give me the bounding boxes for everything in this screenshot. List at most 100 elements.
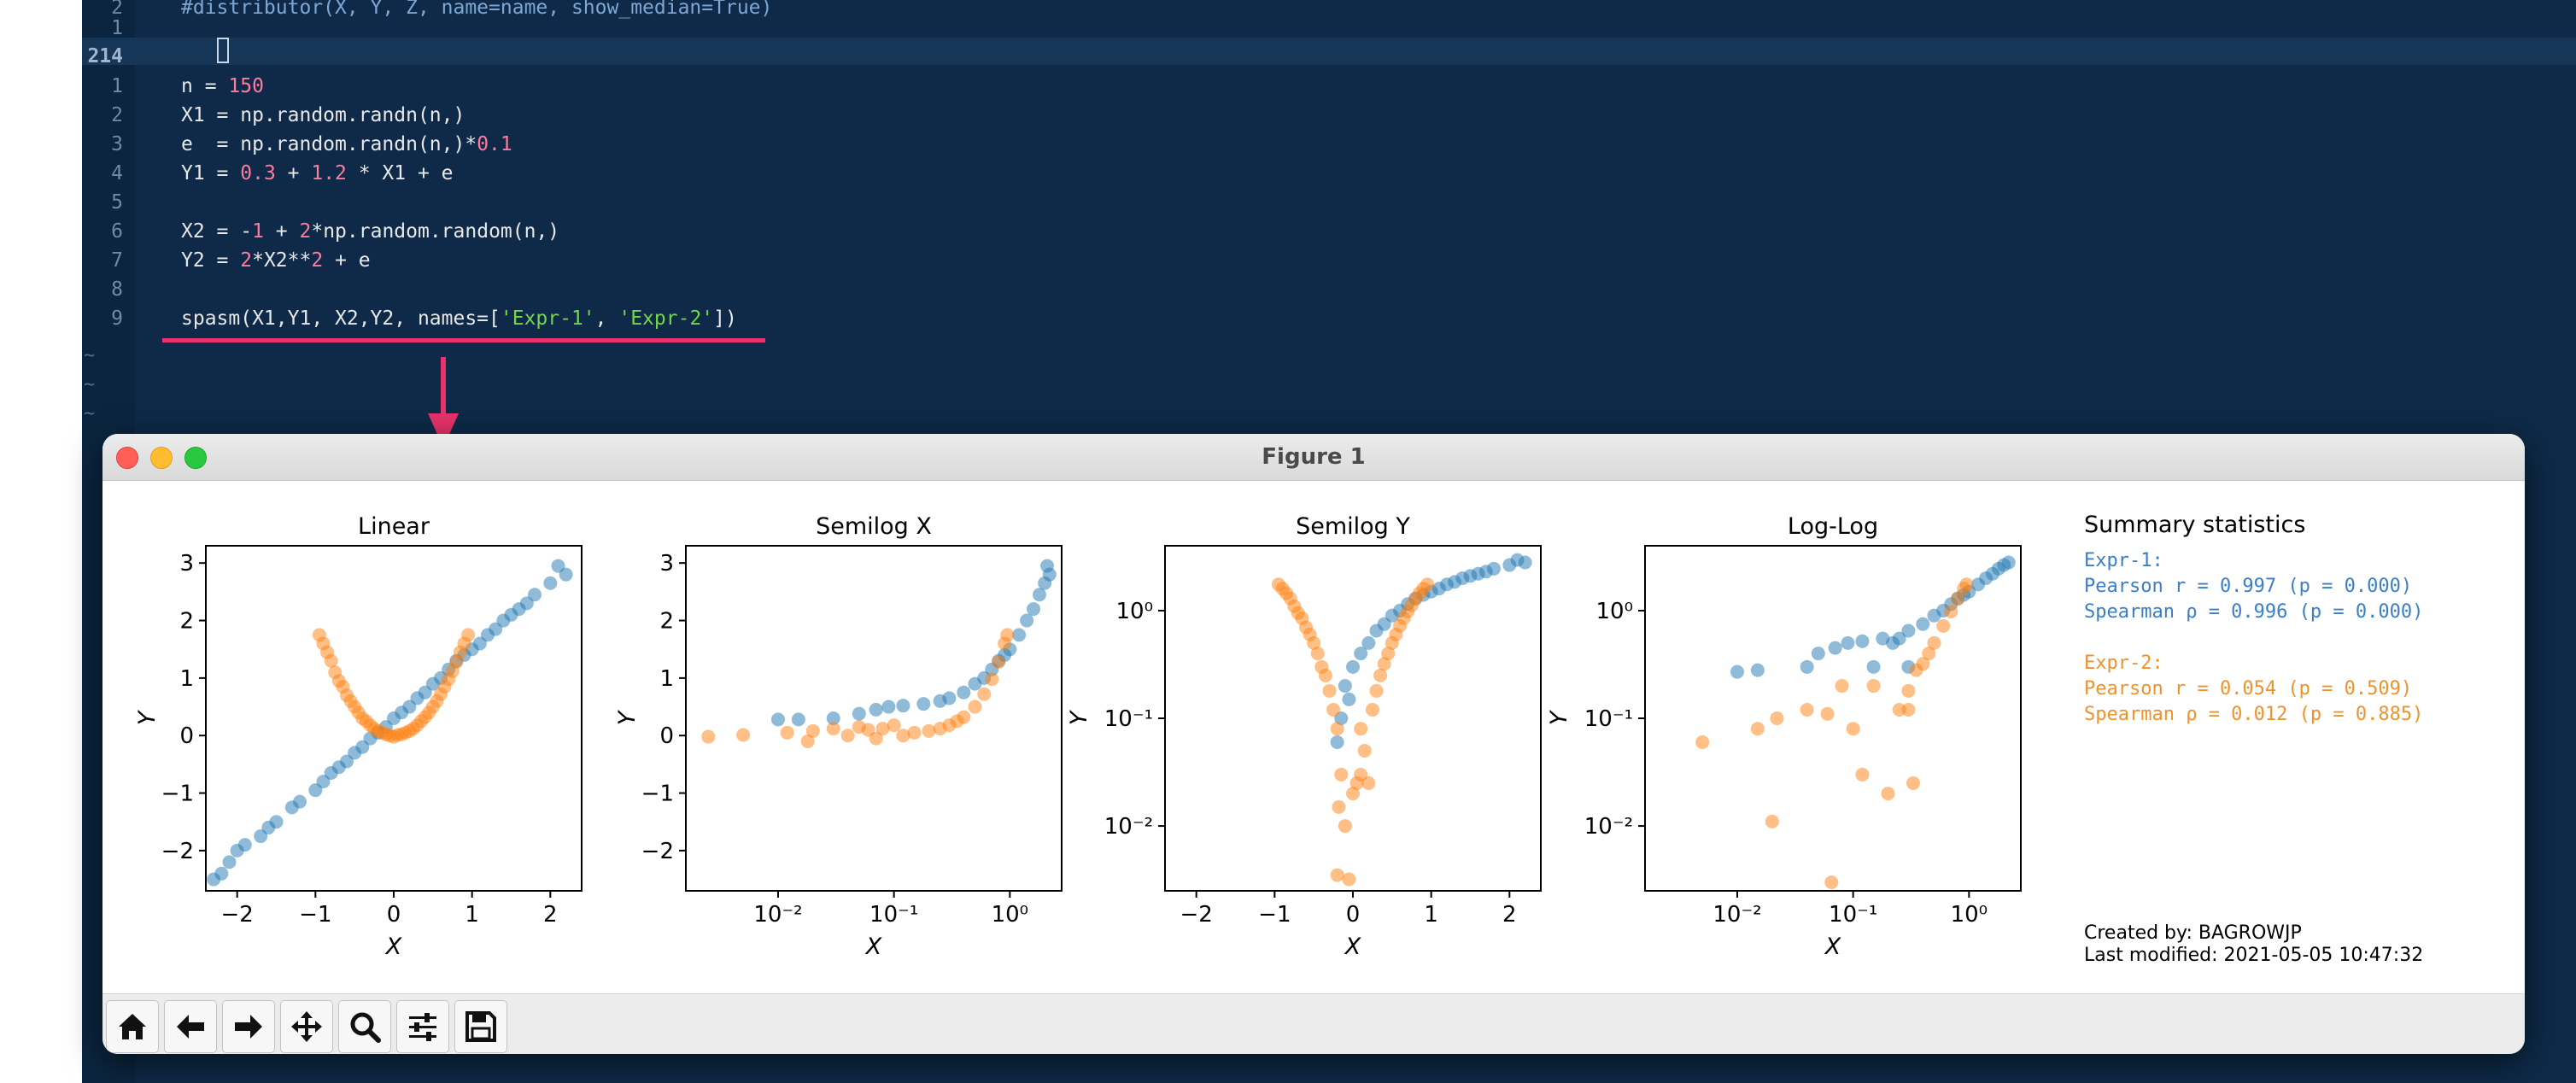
scatter-point-series-2 [1332, 799, 1346, 814]
line-number: 2 [111, 0, 123, 19]
empty-line-marker: ~ [84, 403, 96, 424]
window-titlebar[interactable]: Figure 1 [102, 434, 2525, 481]
scatter-point-series-2 [887, 718, 901, 733]
x-axis-label: X [1344, 934, 1361, 960]
navigation-toolbar [102, 993, 2525, 1054]
plot-frame [1164, 545, 1542, 892]
scatter-point-series-2 [869, 731, 883, 746]
zoom-icon[interactable] [184, 447, 207, 469]
code-line[interactable]: 5 [82, 188, 1363, 217]
scatter-point-series-2 [1846, 722, 1860, 736]
code-line[interactable]: 4 Y1 = 0.3 + 1.2 * X1 + e [82, 159, 1363, 188]
code-line[interactable]: 8 [82, 275, 1363, 304]
scatter-point-series-2 [1835, 679, 1849, 694]
move-icon [291, 1011, 322, 1042]
code-line[interactable]: 2 X1 = np.random.randn(n,) [82, 101, 1363, 130]
scatter-point-series-1 [559, 567, 573, 582]
scatter-point-series-2 [1922, 647, 1936, 661]
line-number: 3 [111, 133, 123, 155]
line-number: 1 [111, 17, 123, 39]
code-line[interactable]: 2 #distributor(X, Y, Z, name=name, show_m… [82, 0, 1363, 22]
code-line[interactable]: 3 e = np.random.randn(n,)*0.1 [82, 130, 1363, 159]
text-cursor [217, 38, 229, 63]
home-button[interactable] [106, 1000, 159, 1053]
save-button[interactable] [454, 1000, 507, 1053]
code-line[interactable]: 7 Y2 = 2*X2**2 + e [82, 246, 1363, 275]
scatter-point-series-1 [269, 815, 284, 829]
arrow-left-icon [177, 1015, 204, 1039]
scatter-point-series-2 [1322, 683, 1337, 698]
chart-points [1271, 553, 1532, 887]
scatter-point-series-2 [1318, 668, 1332, 682]
figure-canvas[interactable]: Summary statistics Expr-1: Pearson r = 0… [102, 481, 2525, 993]
scatter-point-series-1 [1916, 617, 1930, 631]
x-tick-label: 10⁻¹ [869, 902, 918, 928]
y-tick-label: 3 [179, 551, 194, 577]
scatter-point-series-2 [1326, 703, 1341, 717]
scatter-point-series-1 [1338, 679, 1352, 694]
floppy-disk-icon [465, 1011, 496, 1042]
scatter-point-series-1 [942, 691, 957, 705]
code-line[interactable]: 214 [82, 42, 1363, 71]
scatter-point-series-2 [1369, 683, 1384, 698]
scatter-point-series-2 [968, 700, 982, 714]
y-tick-label: 0 [659, 723, 674, 749]
scatter-point-series-1 [770, 712, 785, 727]
line-number: 2 [111, 104, 123, 126]
close-icon[interactable] [116, 447, 138, 469]
zoom-button[interactable] [338, 1000, 391, 1053]
scatter-point-series-2 [1959, 577, 1974, 592]
x-tick-label: −2 [221, 902, 254, 928]
code-line[interactable]: 6 X2 = -1 + 2*np.random.random(n,) [82, 217, 1363, 246]
configure-subplots-button[interactable] [396, 1000, 449, 1053]
scatter-point-series-2 [1936, 618, 1951, 633]
scatter-point-series-1 [1901, 623, 1916, 638]
scatter-point-series-1 [826, 711, 840, 725]
scatter-point-series-1 [916, 697, 931, 711]
y-tick-label: 10⁻² [1104, 814, 1153, 840]
scatter-point-series-1 [1346, 659, 1360, 674]
plot-frame [685, 545, 1063, 892]
code-line[interactable]: 1 n = 150 [82, 72, 1363, 101]
scatter-point-series-1 [791, 712, 805, 727]
chart-title: Semilog X [816, 513, 932, 540]
summary-title: Summary statistics [2084, 512, 2305, 538]
scatter-point-series-1 [957, 685, 971, 700]
code-line[interactable]: 1 [82, 14, 1363, 43]
code-text: #distributor(X, Y, Z, name=name, show_me… [181, 0, 773, 19]
minimize-icon[interactable] [150, 447, 173, 469]
x-tick-label: 0 [1346, 902, 1361, 928]
scatter-point-series-2 [1361, 776, 1376, 790]
scatter-point-series-1 [869, 702, 883, 717]
scatter-point-series-2 [1695, 735, 1710, 749]
chart-points [701, 559, 1057, 748]
scatter-point-series-2 [1346, 787, 1360, 801]
code-line[interactable]: 9 spasm(X1,Y1, X2,Y2, names=['Expr-1', 'E… [82, 304, 1363, 333]
scatter-point-series-1 [528, 588, 542, 602]
back-button[interactable] [164, 1000, 217, 1053]
code-text: X2 = -1 + 2*np.random.random(n,) [181, 220, 560, 243]
scatter-point-series-1 [852, 706, 866, 721]
x-tick-label: 2 [1502, 902, 1517, 928]
scatter-point-series-1 [1730, 664, 1744, 679]
forward-button[interactable] [222, 1000, 275, 1053]
home-icon [119, 1014, 146, 1039]
scatter-point-series-2 [800, 734, 815, 748]
down-arrow-icon [441, 357, 446, 415]
pan-button[interactable] [280, 1000, 333, 1053]
empty-line-marker: ~ [84, 345, 96, 366]
scatter-point-series-2 [1334, 767, 1349, 782]
code-text: Y2 = 2*X2**2 + e [181, 249, 371, 272]
y-axis-label: Y [1546, 709, 1572, 725]
x-tick-label: 10⁻² [753, 902, 802, 928]
x-axis-label: X [864, 934, 882, 960]
scatter-point-series-2 [1342, 872, 1356, 887]
scatter-point-series-2 [1365, 703, 1379, 717]
scatter-point-series-2 [1824, 875, 1839, 890]
scatter-point-series-2 [1354, 722, 1368, 736]
highlight-underline [162, 338, 765, 342]
scatter-point-series-2 [1951, 592, 1965, 606]
magnifier-icon [350, 1012, 381, 1043]
code-text: Y1 = 0.3 + 1.2 * X1 + e [181, 162, 454, 184]
y-axis-label: Y [134, 709, 161, 725]
